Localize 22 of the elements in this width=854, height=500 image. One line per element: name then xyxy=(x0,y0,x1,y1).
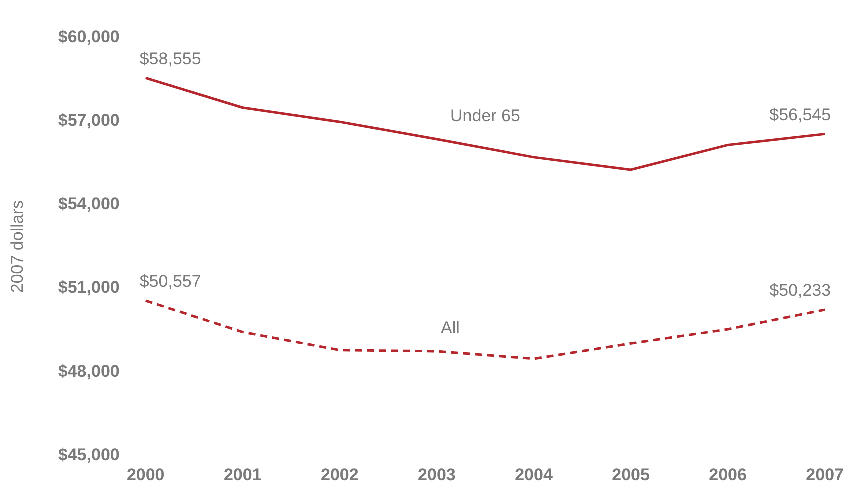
x-tick-label: 2001 xyxy=(224,465,262,484)
x-tick-label: 2002 xyxy=(321,465,359,484)
y-tick-label: $57,000 xyxy=(58,111,120,130)
series-label: Under 65 xyxy=(450,106,520,126)
y-tick-label: $60,000 xyxy=(58,28,120,47)
line-series xyxy=(144,300,826,360)
series-label: All xyxy=(441,318,460,338)
annotation: $50,557 xyxy=(140,272,202,292)
x-tick-label: 2006 xyxy=(709,465,747,484)
x-tick-label: 2004 xyxy=(515,465,554,484)
annotation: $58,555 xyxy=(140,49,202,68)
x-tick-label: 2003 xyxy=(418,465,456,484)
x-tick-label: 2007 xyxy=(806,465,844,484)
y-tick-label: $51,000 xyxy=(58,278,120,298)
annotation: $56,545 xyxy=(770,105,832,124)
y-axis-title: 2007 dollars xyxy=(8,200,27,294)
y-tick-label: $54,000 xyxy=(58,194,120,214)
x-tick-label: 2005 xyxy=(612,465,650,484)
annotation: $50,233 xyxy=(770,281,832,300)
y-tick-label: $48,000 xyxy=(58,362,120,381)
x-tick-label: 2000 xyxy=(126,465,165,484)
y-tick-label: $45,000 xyxy=(58,445,120,464)
